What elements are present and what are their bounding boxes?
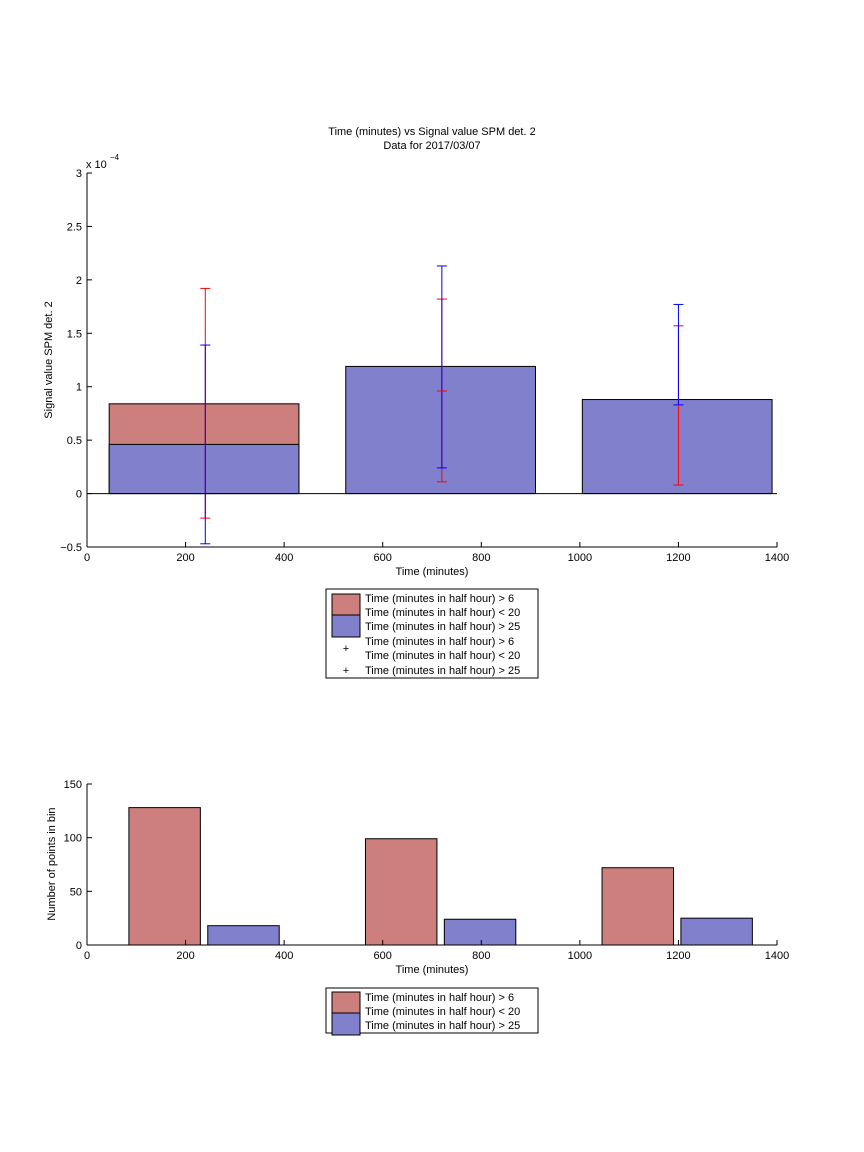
chart2-x-tick-label: 800 <box>472 950 490 962</box>
chart1-legend-marker-red: + <box>343 643 349 655</box>
signal-chart: Time (minutes) vs Signal value SPM det. … <box>43 126 789 578</box>
chart1-y-tick-label: 0 <box>76 489 82 501</box>
chart1-errorbars <box>200 265 684 545</box>
chart1-bar <box>108 443 300 495</box>
chart1-x-ticklabels: 0 200 400 600 800 1000 1200 1400 <box>84 552 789 564</box>
chart1-legend-label: Time (minutes in half hour) > 25 <box>365 665 520 677</box>
chart1-y-tick-label: 1.5 <box>67 328 82 340</box>
chart1-y-exponent-power: −4 <box>110 153 120 162</box>
chart2-legend-swatch-bin1 <box>331 991 361 1015</box>
chart1-legend-swatch-bin2 <box>331 614 361 638</box>
chart1-legend-label: Time (minutes in half hour) > 25 <box>365 621 520 633</box>
chart2-x-tick-label: 400 <box>275 950 293 962</box>
chart2-x-tick-label: 200 <box>176 950 194 962</box>
chart2-y-tick-label: 50 <box>70 886 82 898</box>
chart1-y-ticklabels: −0.5 0 0.5 1 1.5 2 2.5 3 <box>60 168 82 554</box>
chart1-bar <box>345 365 536 495</box>
chart1-x-tick-label: 600 <box>374 552 392 564</box>
chart2-x-axis-label: Time (minutes) <box>396 964 469 976</box>
chart1-legend-marker-blue: + <box>343 665 349 677</box>
chart2-legend-label: Time (minutes in half hour) > 25 <box>365 1020 520 1032</box>
chart2-bar <box>128 807 201 946</box>
chart1-legend-label: Time (minutes in half hour) < 20 <box>365 650 520 662</box>
chart2-bar <box>207 925 280 946</box>
chart1-y-tick-label: 2.5 <box>67 221 82 233</box>
chart1-title: Time (minutes) vs Signal value SPM det. … <box>328 126 535 138</box>
chart1-legend-box <box>325 588 539 679</box>
chart2-bar <box>680 917 753 946</box>
chart1-legend-label: Time (minutes in half hour) > 6 <box>365 636 514 648</box>
chart2-x-ticklabels: 0 200 400 600 800 1000 1200 1400 <box>84 950 789 962</box>
chart2-legend-label: Time (minutes in half hour) > 6 <box>365 992 514 1004</box>
chart2-axes <box>86 783 778 946</box>
chart1-y-tick-label: 1 <box>76 382 82 394</box>
chart1-legend-label: Time (minutes in half hour) < 20 <box>365 607 520 619</box>
chart2-y-tick-label: 100 <box>64 833 82 845</box>
chart1-bars <box>108 365 773 495</box>
chart1-x-tick-label: 1200 <box>666 552 690 564</box>
chart2-x-tick-label: 1000 <box>568 950 592 962</box>
chart2-bars <box>128 807 753 946</box>
chart1-axes <box>86 172 778 548</box>
chart1-y-axis-label: Signal value SPM det. 2 <box>43 301 55 418</box>
count-chart: 0 50 100 150 0 200 400 600 800 1000 1200 1400 Time… <box>46 779 789 976</box>
chart2-x-tick-label: 1400 <box>765 950 789 962</box>
chart1-legend-swatch-bin1 <box>331 593 361 617</box>
chart1-y-tick-label: 2 <box>76 275 82 287</box>
chart1-subtitle: Data for 2017/03/07 <box>383 140 480 152</box>
chart1-x-tick-label: 800 <box>472 552 490 564</box>
chart1-x-tick-label: 1400 <box>765 552 789 564</box>
chart2-legend: Time (minutes in half hour) > 6 Time (mi… <box>325 987 539 1036</box>
chart1-x-tick-label: 1000 <box>568 552 592 564</box>
chart2-bar <box>364 838 438 946</box>
chart2-legend-box <box>325 987 539 1034</box>
chart2-legend-swatch-bin2 <box>331 1012 361 1036</box>
chart2-y-axis-label: Number of points in bin <box>46 807 58 920</box>
chart2-legend-label: Time (minutes in half hour) < 20 <box>365 1006 520 1018</box>
chart1-legend-label: Time (minutes in half hour) > 6 <box>365 593 514 605</box>
chart1-y-tick-label: 0.5 <box>67 435 82 447</box>
chart2-y-ticklabels: 0 50 100 150 <box>64 779 82 952</box>
chart2-x-tick-label: 1200 <box>666 950 690 962</box>
chart2-y-tick-label: 150 <box>64 779 82 791</box>
chart1-x-tick-label: 400 <box>275 552 293 564</box>
chart1-y-tick-label: −0.5 <box>60 542 82 554</box>
chart1-x-tick-label: 0 <box>84 552 90 564</box>
chart1-y-tick-label: 3 <box>76 168 82 180</box>
chart1-y-exponent-label: x 10 <box>86 159 107 171</box>
chart2-bar <box>443 918 517 946</box>
chart2-x-tick-label: 600 <box>374 950 392 962</box>
chart1-x-axis-label: Time (minutes) <box>396 566 469 578</box>
chart1-x-tick-label: 200 <box>176 552 194 564</box>
chart1-legend: + + Time (minutes in half hour) > 6 Time… <box>325 588 539 679</box>
chart2-bar <box>601 867 674 946</box>
chart2-y-tick-label: 0 <box>76 940 82 952</box>
chart2-x-tick-label: 0 <box>84 950 90 962</box>
chart1-bar <box>581 399 773 495</box>
